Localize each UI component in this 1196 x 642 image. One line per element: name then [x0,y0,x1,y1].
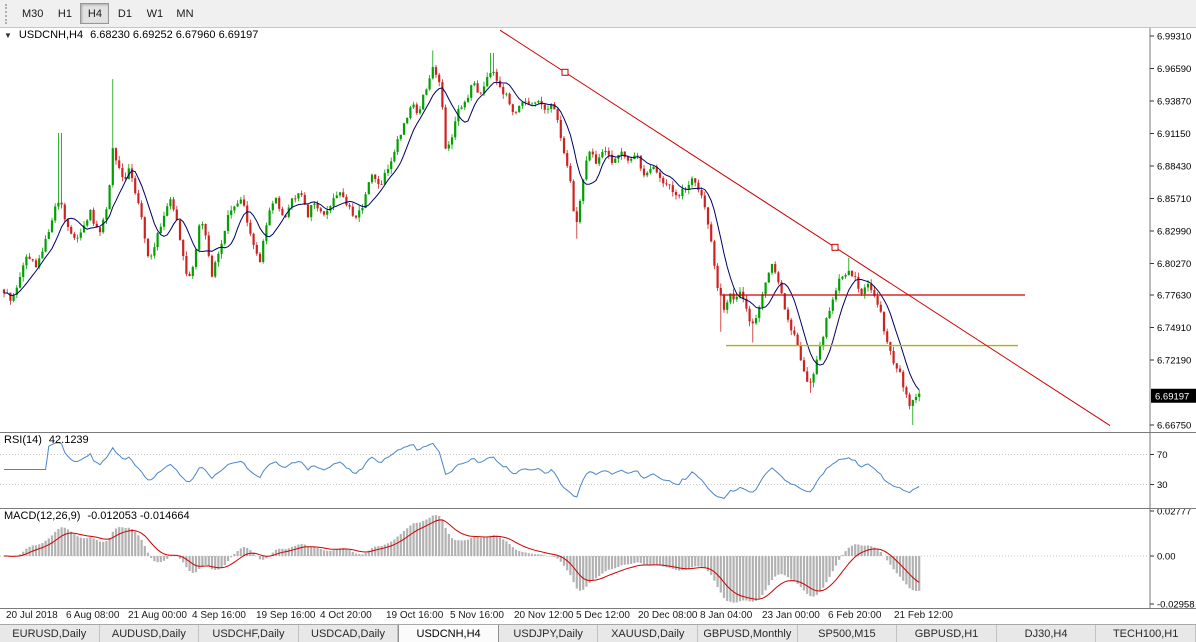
time-tick-label: 4 Sep 16:00 [192,610,246,621]
time-tick-label: 6 Feb 20:00 [828,610,882,621]
time-axis[interactable]: 20 Jul 2018 6 Aug 08:00 21 Aug 00:00 4 Sep … [0,608,1196,624]
macd-axis-label: 0.00 [1157,552,1176,563]
macd-axis-label: -0.02958 [1157,600,1195,609]
timeframe-h1[interactable]: H1 [50,3,79,24]
time-tick-label: 5 Dec 12:00 [576,610,630,621]
trendline-handle[interactable] [831,243,839,251]
tab-sp500-m15[interactable]: SP500,M15 [797,625,898,642]
price-tick-label: 6.99310 [1157,32,1191,43]
price-tick-label: 6.74910 [1157,323,1191,334]
tab-usdchf-daily[interactable]: USDCHF,Daily [199,625,299,642]
tab-tech100-h1[interactable]: TECH100,H1 [1096,625,1196,642]
time-tick-label: 6 Aug 08:00 [66,610,120,621]
price-chart-canvas[interactable]: 6.99310 6.96590 6.93870 6.91150 6.88430 6.857… [0,28,1196,432]
rsi-level-label: 30 [1157,480,1168,491]
moving-average-line[interactable] [3,81,920,391]
macd-canvas[interactable]: 0.02777 0.00 -0.02958 [0,509,1196,608]
tab-usdcad-daily[interactable]: USDCAD,Daily [298,625,399,642]
rsi-indicator-panel: 70 30 RSI(14) 42.1239 [0,432,1196,508]
tab-audusd-daily[interactable]: AUDUSD,Daily [99,625,200,642]
tab-dj30-h4[interactable]: DJ30,H4 [996,625,1097,642]
timeframe-w1[interactable]: W1 [140,3,169,24]
price-tick-label: 6.82990 [1157,226,1191,237]
timeframe-d1[interactable]: D1 [110,3,139,24]
tab-eurusd-daily[interactable]: EURUSD,Daily [0,625,100,642]
tab-gbpusd-monthly[interactable]: GBPUSD,Monthly [698,625,798,642]
time-tick-label: 8 Jan 04:00 [700,610,753,621]
current-price-value: 6.69197 [1155,391,1189,402]
price-tick-label: 6.91150 [1157,129,1191,140]
time-tick-label: 4 Oct 20:00 [320,610,372,621]
time-tick-label: 20 Nov 12:00 [514,610,574,621]
price-tick-label: 6.77630 [1157,291,1191,302]
tab-usdcnh-h4[interactable]: USDCNH,H4 [398,625,499,642]
current-price-badge [1151,388,1196,403]
price-tick-label: 6.72190 [1157,356,1191,367]
timeframe-buttons: M30 H1 H4 D1 W1 MN [16,3,200,24]
rsi-canvas[interactable]: 70 30 [0,433,1196,508]
time-tick-label: 19 Oct 16:00 [386,610,444,621]
tab-xauusd-daily[interactable]: XAUUSD,Daily [598,625,699,642]
tab-gbpusd-h1[interactable]: GBPUSD,H1 [897,625,997,642]
price-tick-label: 6.88430 [1157,161,1191,172]
price-tick-label: 6.85710 [1157,194,1191,205]
descending-trendline[interactable] [499,29,1111,427]
time-tick-label: 21 Aug 00:00 [128,610,187,621]
price-tick-label: 6.80270 [1157,259,1191,270]
macd-indicator-panel: 0.02777 0.00 -0.02958 MACD(12,26,9) -0.012… [0,508,1196,608]
trendline-handle[interactable] [561,68,569,76]
macd-signal-line [4,519,920,600]
tab-usdjpy-daily[interactable]: USDJPY,Daily [498,625,599,642]
macd-axis-label: 0.02777 [1157,509,1191,518]
price-tick-label: 6.96590 [1157,64,1191,75]
main-chart-panel: 6.99310 6.96590 6.93870 6.91150 6.88430 6.857… [0,28,1196,432]
timeframe-h4[interactable]: H4 [80,3,110,24]
price-tick-label: 6.66750 [1157,421,1191,432]
chart-tabs-bar: EURUSD,Daily AUDUSD,Daily USDCHF,Daily USDC… [0,624,1196,642]
toolbar-drag-grip[interactable] [5,3,10,24]
time-tick-label: 20 Jul 2018 [6,610,58,621]
time-tick-label: 23 Jan 00:00 [762,610,820,621]
time-tick-label: 19 Sep 16:00 [256,610,316,621]
timeframe-mn[interactable]: MN [170,3,199,24]
time-tick-label: 5 Nov 16:00 [450,610,504,621]
timeframe-toolbar: M30 H1 H4 D1 W1 MN [0,0,1196,28]
rsi-line [4,442,920,499]
candles-layer [2,50,921,425]
time-tick-label: 20 Dec 08:00 [638,610,698,621]
timeframe-m30[interactable]: M30 [16,3,49,24]
price-tick-label: 6.93870 [1157,96,1191,107]
rsi-level-label: 70 [1157,450,1168,461]
time-tick-label: 21 Feb 12:00 [894,610,953,621]
macd-histogram [6,515,921,603]
